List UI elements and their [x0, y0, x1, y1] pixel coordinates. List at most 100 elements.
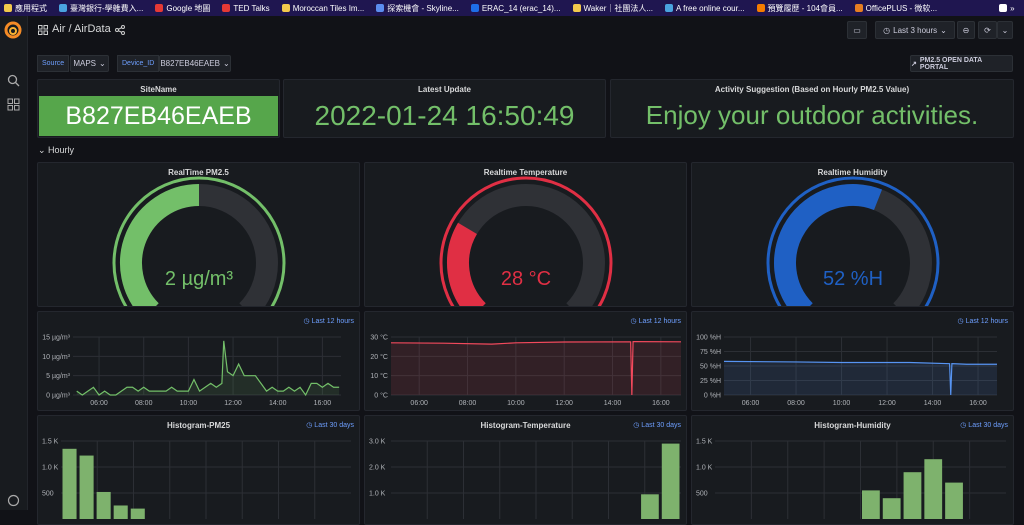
- panel-title: Latest Update: [418, 85, 471, 94]
- monitor-icon: ▭: [853, 25, 861, 35]
- device-id-variable-select[interactable]: B827EB46EAEB ⌄: [159, 55, 231, 72]
- y-tick-label: 10 °C: [370, 372, 388, 380]
- bookmark-favicon-icon: [59, 4, 67, 12]
- sitename-panel: SiteName B827EB46EAEB: [37, 79, 280, 138]
- histogram-bar: [903, 472, 922, 519]
- time-range-link[interactable]: ◷ Last 30 days: [633, 422, 681, 429]
- y-tick-label: 0 µg/m³: [46, 393, 71, 400]
- y-tick-label: 2.0 K: [369, 465, 386, 472]
- y-tick-label: 50 %H: [700, 364, 721, 371]
- panel-title: Histogram-Temperature: [480, 421, 571, 430]
- histogram-bar: [130, 508, 145, 519]
- gauge-value: 2 µg/m³: [165, 268, 234, 290]
- histogram-bar: [661, 443, 680, 519]
- clock-icon: ◷: [630, 318, 639, 325]
- gauge-threshold-ring: [439, 176, 613, 306]
- grafana-logo-icon[interactable]: [4, 21, 22, 39]
- chevron-down-icon: ⌄: [222, 59, 230, 68]
- panel-title: Histogram-Humidity: [814, 421, 891, 430]
- histogram-bar: [882, 498, 901, 519]
- y-tick-label: 100 %H: [696, 335, 721, 342]
- bookmark-item[interactable]: Google 地圖: [155, 3, 210, 14]
- gauge-track: [447, 184, 605, 306]
- gauge: 52 %H: [766, 176, 940, 306]
- gauge-value-arc: [120, 184, 200, 306]
- x-tick-label: 06:00: [410, 400, 428, 407]
- y-tick-label: 30 °C: [370, 334, 388, 342]
- gauge: 2 µg/m³: [112, 176, 286, 306]
- x-tick-label: 12:00: [878, 400, 896, 407]
- gauge-panel: Realtime Temperature 28 °C: [364, 162, 687, 307]
- bookmark-item[interactable]: »: [999, 4, 1015, 13]
- panel-title: Realtime Temperature: [483, 168, 568, 177]
- source-variable-select[interactable]: MAPS ⌄: [70, 55, 109, 72]
- gauge-value: 52 %H: [823, 268, 883, 290]
- x-tick-label: 08:00: [135, 400, 153, 407]
- histogram: 1.0 K 2.0 K 3.0 K: [369, 439, 681, 519]
- temperature-timeseries-panel: ◷ Last 12 hours 0 °C 10 °C 20 °C 30 °C 06:00 0…: [364, 311, 687, 411]
- bookmark-item[interactable]: ERAC_14 (erac_14)...: [470, 4, 561, 13]
- search-icon[interactable]: [7, 74, 20, 87]
- refresh-button[interactable]: ⟳: [978, 21, 997, 39]
- bookmark-item[interactable]: OfficePLUS - 微软...: [854, 3, 937, 14]
- bookmark-item[interactable]: 預覽履歷 - 104會員...: [756, 3, 843, 14]
- time-range-link[interactable]: ◷ Last 30 days: [306, 422, 354, 429]
- help-icon[interactable]: [7, 494, 20, 507]
- pm25-open-data-portal-link[interactable]: ↗ PM2.5 OPEN DATA PORTAL: [910, 55, 1013, 72]
- histogram-bar: [96, 491, 111, 519]
- series-area: [391, 341, 681, 395]
- series-area: [724, 361, 997, 395]
- zoom-out-button[interactable]: ⊖: [957, 21, 975, 39]
- breadcrumb[interactable]: Air / AirData: [52, 23, 111, 35]
- bookmark-item[interactable]: TED Talks: [222, 4, 270, 13]
- time-range-link[interactable]: ◷ Last 12 hours: [630, 318, 681, 325]
- y-tick-label: 15 µg/m³: [42, 335, 70, 342]
- bookmark-favicon-icon: [376, 4, 385, 12]
- clock-icon: ◷: [306, 422, 315, 429]
- sitename-value: B827EB46EAEB: [39, 96, 278, 136]
- histogram-bar: [862, 490, 880, 519]
- x-tick-label: 14:00: [604, 400, 622, 407]
- clock-icon: ◷: [303, 318, 312, 325]
- clock-icon: ◷: [957, 318, 966, 325]
- zoom-out-icon: ⊖: [962, 25, 970, 35]
- histogram-bar: [113, 505, 128, 519]
- y-tick-label: 75 %H: [700, 349, 721, 356]
- gauge: 28 °C: [439, 176, 613, 306]
- y-tick-label: 1.5 K: [42, 439, 59, 446]
- time-range-link[interactable]: ◷ Last 12 hours: [303, 318, 354, 325]
- y-tick-label: 5 µg/m³: [46, 373, 71, 380]
- x-tick-label: 12:00: [555, 400, 573, 407]
- series-line: [723, 360, 997, 396]
- x-tick-label: 10:00: [507, 400, 525, 407]
- bookmark-item[interactable]: Moroccan Tiles Im...: [281, 4, 364, 13]
- pm25-timeseries: 0 µg/m³ 5 µg/m³ 10 µg/m³ 15 µg/m³ 06:00 08:00…: [42, 335, 341, 407]
- chevron-down-icon: ⌄: [38, 145, 49, 155]
- x-tick-label: 14:00: [924, 400, 942, 407]
- bookmark-item[interactable]: 探索機會 - Skyline...: [376, 3, 459, 14]
- time-range-link[interactable]: ◷ Last 12 hours: [957, 318, 1008, 325]
- row-hourly[interactable]: ⌄ Hourly: [38, 145, 75, 155]
- latest-update-value: 2022-01-24 16:50:49: [314, 100, 575, 131]
- x-tick-label: 06:00: [90, 400, 108, 407]
- dashboards-icon[interactable]: [7, 98, 20, 111]
- x-tick-label: 10:00: [180, 400, 198, 407]
- refresh-interval-dropdown[interactable]: ⌄: [997, 21, 1013, 39]
- bookmark-item[interactable]: 臺灣銀行-學雜費入...: [59, 3, 143, 14]
- panel-title: Realtime Humidity: [817, 168, 888, 177]
- time-picker-button[interactable]: ◷ Last 3 hours ⌄: [875, 21, 955, 39]
- gauge-threshold-ring: [112, 176, 286, 306]
- tv-mode-button[interactable]: ▭: [847, 21, 867, 39]
- bookmark-favicon-icon: [572, 4, 581, 12]
- bookmark-item[interactable]: A free online cour...: [665, 4, 745, 13]
- share-icon[interactable]: [115, 25, 125, 35]
- y-tick-label: 1.0 K: [42, 465, 59, 472]
- time-range-link[interactable]: ◷ Last 30 days: [960, 422, 1008, 429]
- histogram-bar: [945, 482, 963, 519]
- x-tick-label: 16:00: [969, 400, 987, 407]
- y-tick-label: 500: [696, 491, 708, 498]
- bookmark-item[interactable]: Waker｜社團法人...: [572, 3, 653, 14]
- y-tick-label: 20 °C: [370, 353, 388, 361]
- chevron-down-icon: ⌄: [940, 25, 947, 35]
- bookmark-item[interactable]: 應用程式: [4, 3, 47, 14]
